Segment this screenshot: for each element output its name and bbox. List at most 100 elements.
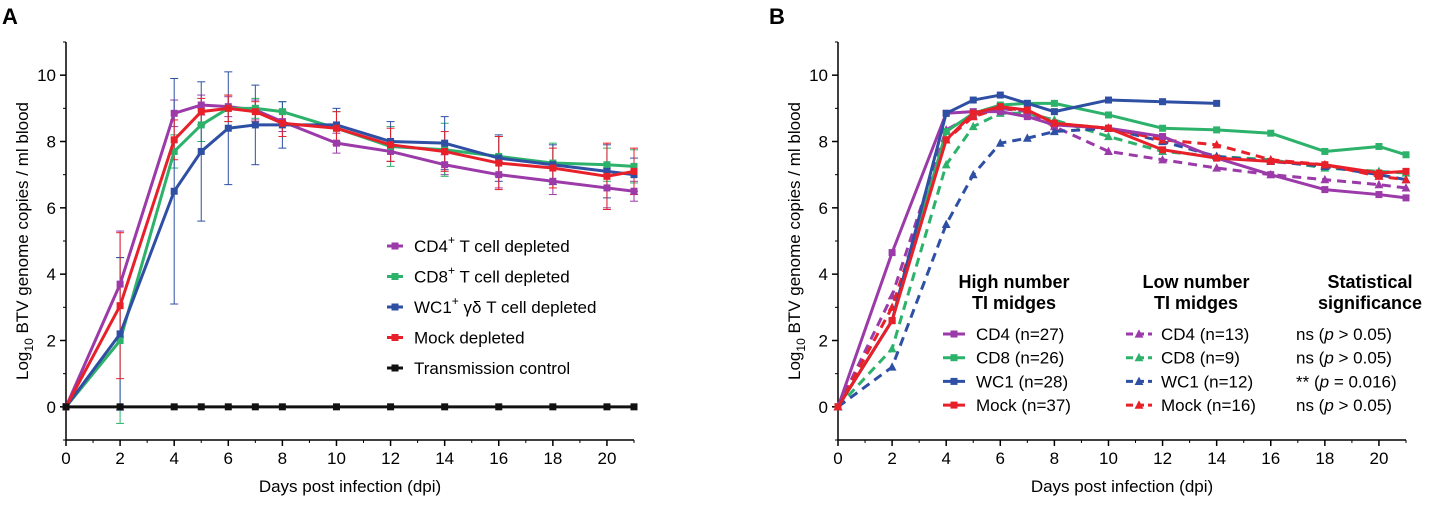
data-point xyxy=(1159,98,1167,106)
legend-label-low: WC1 (n=12) xyxy=(1161,372,1253,391)
x-tick-label: 12 xyxy=(381,449,400,468)
legend-label: Transmission control xyxy=(414,359,570,378)
x-tick-label: 6 xyxy=(224,449,233,468)
data-point xyxy=(549,164,557,172)
x-tick-label: 10 xyxy=(1099,449,1118,468)
y-tick-label: 6 xyxy=(819,199,828,218)
legend-swatch-marker xyxy=(950,401,958,409)
data-point xyxy=(996,108,1004,116)
y-tick-label: 8 xyxy=(47,133,56,152)
panel-a: A 0 2 4 6 8 10 0 2 4 6 8 10 12 14 16 18 20 Days post infec… xyxy=(2,4,638,496)
data-point xyxy=(630,187,638,195)
x-tick-label: 6 xyxy=(996,449,1005,468)
legend-label: CD4+ T cell depleted xyxy=(414,233,570,256)
data-point xyxy=(332,403,340,411)
data-point xyxy=(1321,186,1329,194)
data-point xyxy=(1321,161,1329,169)
data-point xyxy=(1050,99,1058,107)
data-point xyxy=(942,136,950,144)
legend-swatch-marker xyxy=(950,377,958,385)
x-tick-label: 16 xyxy=(489,449,508,468)
data-point xyxy=(603,161,611,169)
data-point xyxy=(116,302,124,310)
data-point xyxy=(1050,108,1058,116)
data-point xyxy=(941,219,951,229)
legend-swatch-marker xyxy=(1134,329,1144,338)
x-tick-label: 18 xyxy=(543,449,562,468)
series-line-high-1 xyxy=(836,101,1407,408)
data-point xyxy=(887,343,897,353)
legend-header-low: TI midges xyxy=(1154,293,1238,313)
series-line-1 xyxy=(64,106,635,408)
data-point xyxy=(603,184,611,192)
data-point xyxy=(170,403,178,411)
data-point xyxy=(170,109,178,117)
legend-swatch-marker xyxy=(1134,376,1144,385)
legend-swatch-marker xyxy=(1134,400,1144,409)
panel-letter: A xyxy=(2,4,18,29)
x-axis-title: Days post infection (dpi) xyxy=(259,477,441,496)
data-point xyxy=(1050,119,1058,127)
data-point xyxy=(278,108,286,116)
data-point xyxy=(224,104,232,112)
data-point xyxy=(1213,99,1221,107)
data-point xyxy=(996,91,1004,99)
data-point xyxy=(170,147,178,155)
x-tick-label: 18 xyxy=(1315,449,1334,468)
x-tick-label: 12 xyxy=(1153,449,1172,468)
x-tick-label: 2 xyxy=(887,449,896,468)
data-point xyxy=(1104,124,1112,132)
data-point xyxy=(1402,151,1410,159)
x-tick-label: 4 xyxy=(941,449,950,468)
data-point xyxy=(224,403,232,411)
legend-label: WC1+ γδ T cell depleted xyxy=(414,294,596,317)
legend-label-low: CD8 (n=9) xyxy=(1161,349,1240,368)
data-point xyxy=(1158,154,1167,164)
data-point xyxy=(1402,194,1410,202)
data-point xyxy=(224,124,232,132)
data-point xyxy=(62,403,70,411)
legend-header-stat: Statistical xyxy=(1327,272,1412,292)
data-point xyxy=(441,403,449,411)
data-point xyxy=(1401,183,1411,192)
legend-swatch-marker xyxy=(391,334,399,341)
data-point xyxy=(251,121,259,129)
y-tick-label: 0 xyxy=(47,398,56,417)
data-point xyxy=(1159,146,1167,154)
legend-swatch-marker xyxy=(950,354,958,362)
data-point xyxy=(1212,163,1222,172)
legend-swatch-marker xyxy=(950,330,958,338)
data-point xyxy=(441,139,449,147)
data-point xyxy=(630,403,638,411)
legend-header-high: TI midges xyxy=(972,293,1056,313)
data-point xyxy=(603,167,611,175)
data-point xyxy=(549,403,557,411)
y-tick-label: 2 xyxy=(819,332,828,351)
data-point xyxy=(278,119,286,127)
legend-swatch-marker xyxy=(391,273,399,280)
data-point xyxy=(1159,124,1167,132)
data-point xyxy=(387,141,395,149)
series-line-high-2 xyxy=(836,93,1217,408)
y-tick-label: 2 xyxy=(47,332,56,351)
data-point xyxy=(969,109,977,117)
data-point xyxy=(1023,113,1031,121)
data-point xyxy=(251,108,259,116)
data-point xyxy=(332,139,340,147)
data-point xyxy=(1267,129,1275,137)
x-tick-label: 4 xyxy=(169,449,178,468)
panel-b: B 0 2 4 6 8 10 0 2 4 6 8 10 12 14 16 18 20 Days post infec… xyxy=(769,4,1422,496)
x-tick-label: 20 xyxy=(597,449,616,468)
data-point xyxy=(968,121,978,131)
data-point xyxy=(1267,157,1275,165)
y-axis-title: Log10 BTV genome copies / ml blood xyxy=(785,102,808,380)
data-point xyxy=(441,161,449,169)
data-point xyxy=(251,403,259,411)
data-point xyxy=(1049,126,1059,136)
data-point xyxy=(441,147,449,155)
y-tick-label: 8 xyxy=(819,133,828,152)
data-point xyxy=(387,403,395,411)
x-tick-label: 16 xyxy=(1261,449,1280,468)
legend-header-low: Low number xyxy=(1143,272,1250,292)
